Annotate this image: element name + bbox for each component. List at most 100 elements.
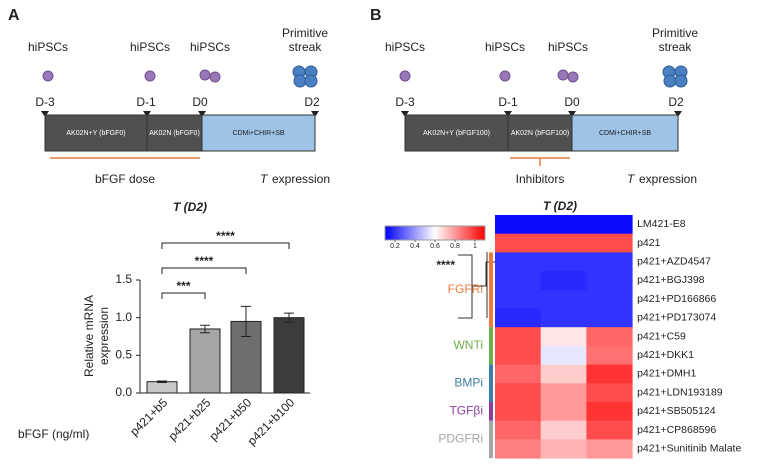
timeline-segment [201,114,316,152]
heatmap-cell [495,345,542,366]
x-tick-label: p421+b100 [245,395,298,448]
row-label: p421+SB505124 [637,405,716,417]
significance-label: **** [195,254,214,268]
heatmap-cell [540,364,587,384]
error-bar [241,305,251,337]
row-label: p421+PD166866 [637,293,716,305]
stage-label: streak [659,40,693,54]
significance-bracket [161,242,290,249]
segment-label: CDMi+CHIR+SB [232,130,284,137]
stage-label: hiPSCs [28,40,68,54]
cell-icon [663,74,677,88]
group-bar [489,327,493,365]
cell-icon [499,70,511,82]
day-label: D2 [304,95,320,109]
bracket-label: Inhibitors [516,172,565,186]
readout-italic: T [260,172,269,186]
chart-title: T (D2) [543,199,577,213]
y-tick-label: 1.0 [115,310,132,324]
heatmap-cell [586,402,633,422]
day-label: D-1 [136,95,156,109]
heatmap-cell [586,271,633,291]
heatmap-cell [540,289,587,309]
stage-label: streak [289,40,323,54]
group-bar [489,364,493,402]
row-label: p421+DKK1 [637,349,694,361]
significance-bracket [161,267,247,274]
heatmap-cell [540,383,587,403]
bar [146,381,178,394]
readout-label: expression [639,172,697,186]
stage-label: hiPSCs [385,40,425,54]
day-label: D0 [564,95,580,109]
segment-label: AK02N+Y (bFGF0) [66,130,125,137]
row-label: p421+PD173074 [637,312,716,324]
cell-icon [567,71,579,83]
significance-label: **** [216,229,235,243]
heatmap-cell [586,289,633,309]
heatmap-cell [495,289,542,309]
heatmap-cell [495,327,542,347]
error-bar [284,312,294,323]
row-label: p421+LDN193189 [637,386,723,398]
group-label: WNTi [453,338,483,352]
heatmap-cell [586,233,633,253]
stage-label: Primitive [652,26,698,40]
bracket-label: bFGF dose [95,172,155,186]
heatmap-cell [540,439,587,459]
heatmap-cell [586,383,633,403]
segment-label: AK02N (bFGF100) [511,130,569,137]
day-marker [311,111,319,117]
row-label: p421+BGJ398 [637,274,705,286]
cell-icon [199,69,211,81]
group-bar [489,252,493,328]
segment-label: AK02N+Y (bFGF100) [423,130,490,137]
x-axis-label: bFGF (ng/ml) [18,427,89,441]
row-label: p421+CP868596 [637,424,716,436]
timeline-segment [404,114,509,152]
heatmap-cell [540,345,587,366]
cell-icon [674,74,688,88]
heatmap-cell [495,439,542,459]
heatmap-cell [495,271,542,291]
day-marker [143,111,151,117]
row-label: p421+C59 [637,330,686,342]
colorbar-tick-label: 0.6 [430,243,440,250]
row-label: p421+DMH1 [637,368,696,380]
stage-label: hiPSCs [485,40,525,54]
heatmap-cell [495,402,542,422]
colorbar-tick-label: 1 [473,243,477,250]
row-label: LM421-E8 [637,218,686,230]
error-bar [157,380,167,383]
heatmap-cell [586,327,633,347]
row-label: p421+Sunitinib Malate [637,443,741,455]
cell-icon [293,74,307,88]
heatmap-cell [586,420,633,440]
significance-label: *** [176,279,190,293]
day-label: D2 [668,95,684,109]
day-label: D-3 [395,95,415,109]
error-bar [200,324,210,334]
heatmap-cell [540,215,587,235]
day-marker [401,111,409,117]
bar [273,317,305,394]
day-marker [504,111,512,117]
heatmap-cell [495,420,542,440]
heatmap-cell [540,308,587,328]
row-label: p421 [637,237,661,249]
group-label: BMPi [454,375,483,389]
row-label: p421+AZD4547 [637,256,711,268]
stage-label: hiPSCs [548,40,588,54]
cell-icon [304,74,318,88]
chart-title: T (D2) [173,200,207,214]
readout-italic: T [627,172,636,186]
segment-label: AK02N (bFGF0) [149,130,200,137]
x-tick-label: p421+b5 [127,395,170,438]
stage-label: Primitive [282,26,328,40]
heatmap-cell [586,364,633,384]
day-marker [674,111,682,117]
stage-label: hiPSCs [190,40,230,54]
heatmap-cell [540,233,587,253]
colorbar-tick-label: 0.2 [390,243,400,250]
